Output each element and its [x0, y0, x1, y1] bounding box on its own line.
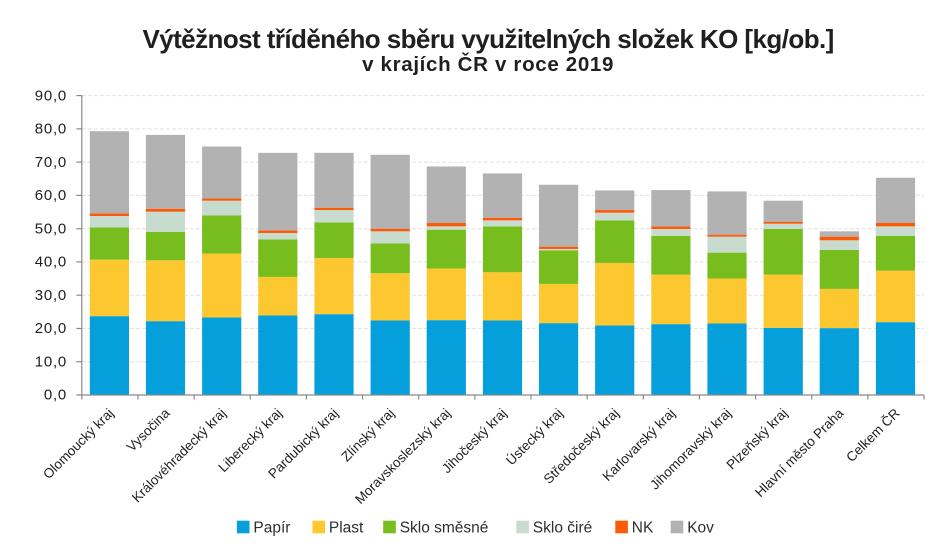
svg-text:Papír: Papír [253, 519, 290, 536]
svg-text:60,0: 60,0 [35, 187, 67, 204]
svg-text:Ústecký kraj: Ústecký kraj [503, 406, 566, 469]
svg-text:70,0: 70,0 [35, 154, 67, 171]
svg-text:80,0: 80,0 [35, 121, 67, 138]
svg-text:20,0: 20,0 [35, 320, 67, 337]
svg-text:Královéhradecký kraj: Královéhradecký kraj [129, 406, 229, 506]
svg-text:50,0: 50,0 [35, 220, 67, 237]
svg-text:10,0: 10,0 [35, 353, 67, 370]
svg-text:Olomoucký kraj: Olomoucký kraj [40, 406, 116, 482]
svg-text:Sklo čiré: Sklo čiré [533, 519, 592, 536]
svg-text:90,0: 90,0 [35, 87, 67, 104]
svg-text:Plast: Plast [329, 519, 364, 536]
svg-text:NK: NK [632, 519, 654, 536]
svg-text:Zlínský kraj: Zlínský kraj [338, 406, 397, 465]
svg-text:40,0: 40,0 [35, 254, 67, 271]
svg-text:Moravskoslezský kraj: Moravskoslezský kraj [352, 406, 453, 507]
svg-text:30,0: 30,0 [35, 287, 67, 304]
svg-text:0,0: 0,0 [44, 387, 67, 404]
svg-text:Sklo směsné: Sklo směsné [400, 519, 489, 536]
svg-text:Kov: Kov [687, 519, 714, 536]
svg-text:Celkem ČR: Celkem ČR [843, 405, 903, 465]
svg-text:Vysočina: Vysočina [124, 405, 173, 454]
